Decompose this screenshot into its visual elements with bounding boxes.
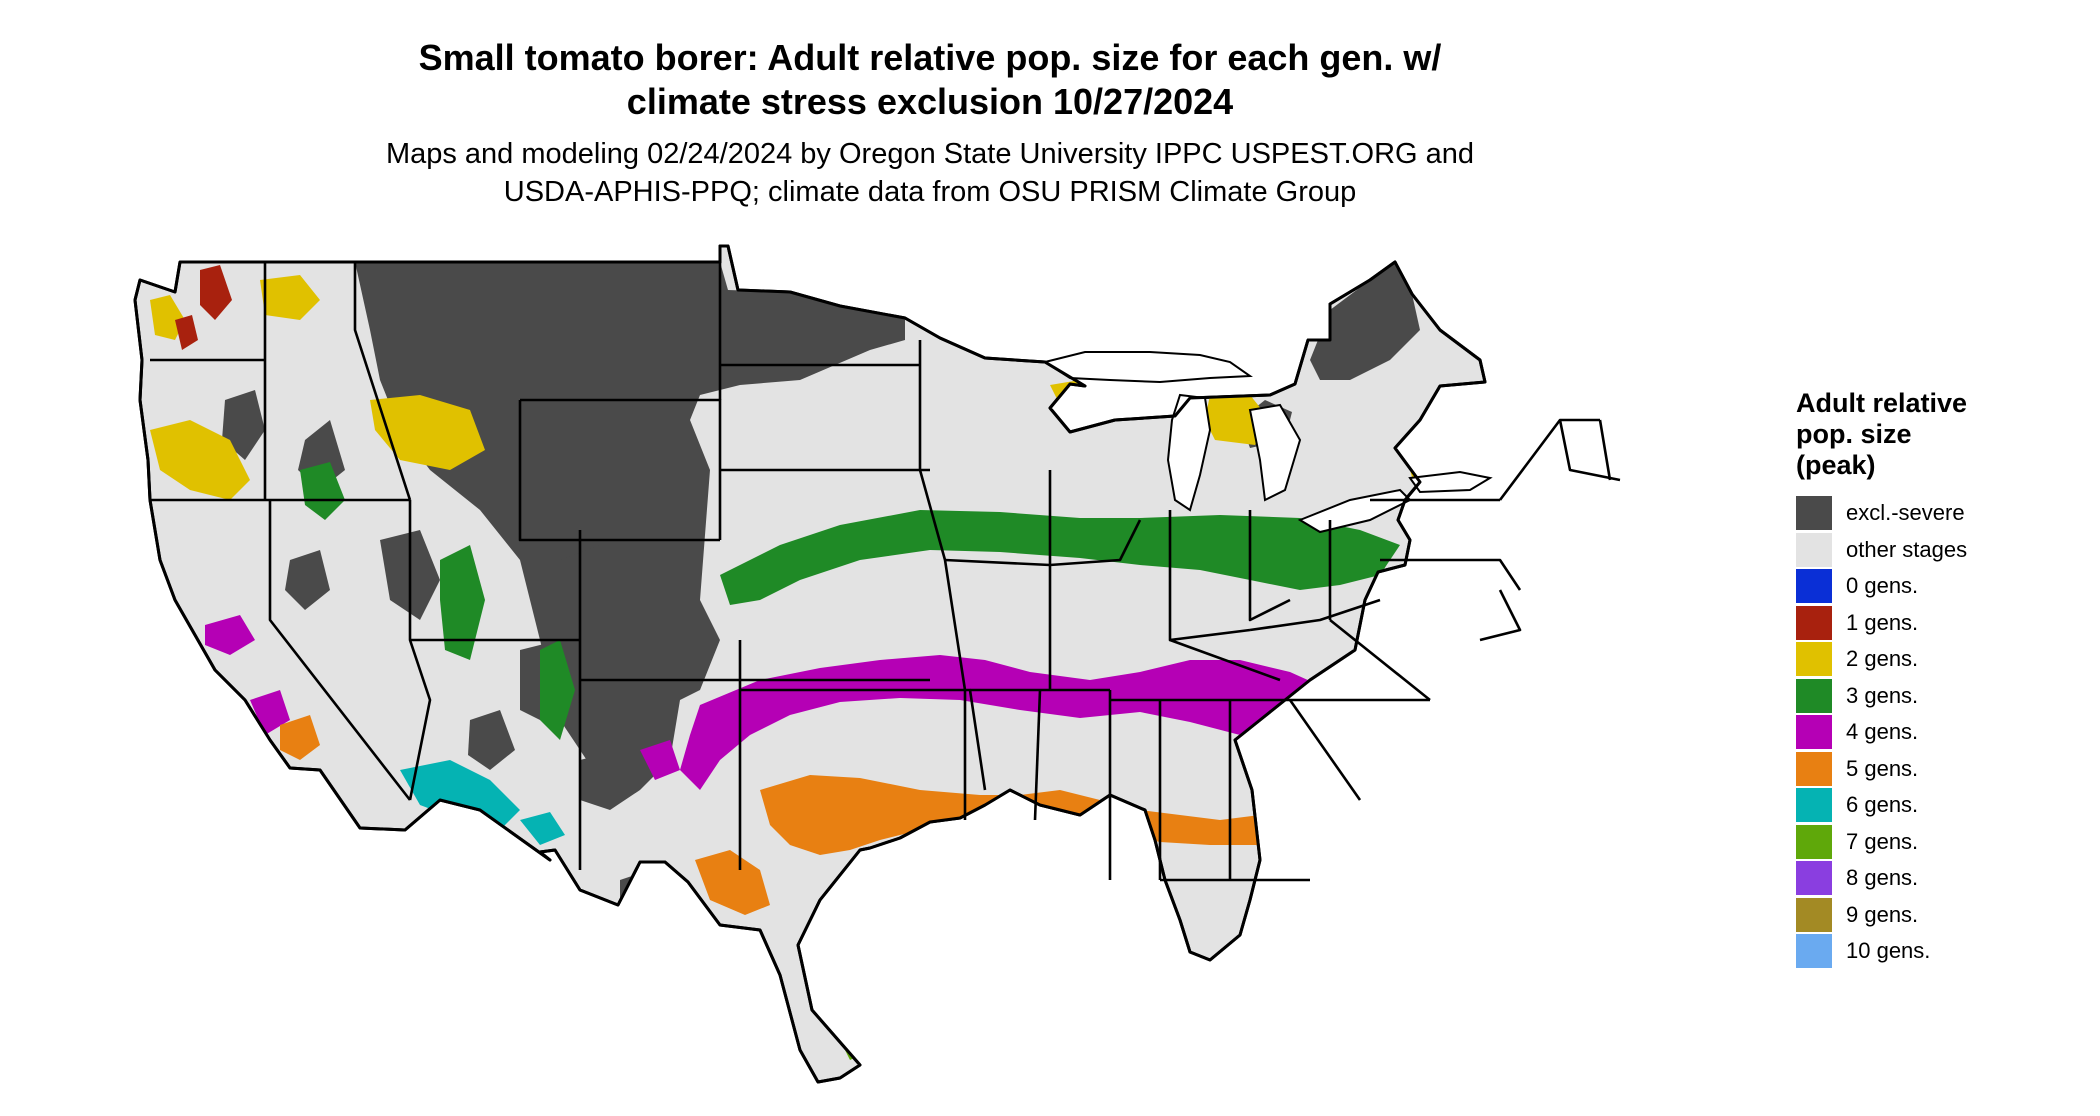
- legend-items: excl.-severe other stages 0 gens. 1 gens…: [1796, 495, 2076, 970]
- legend-item-8-gens: 8 gens.: [1796, 860, 2076, 897]
- legend-label: other stages: [1846, 536, 1968, 562]
- legend-swatch: [1796, 569, 1832, 604]
- zone-7-gens: [835, 1020, 1380, 1060]
- legend-item-4-gens: 4 gens.: [1796, 714, 2076, 751]
- us-outline: [133, 244, 1487, 1084]
- legend-swatch: [1796, 715, 1832, 750]
- legend-item-3-gens: 3 gens.: [1796, 678, 2076, 715]
- legend-swatch: [1796, 897, 1832, 932]
- legend-swatch: [1796, 824, 1832, 859]
- zone-3-gens: [300, 462, 1485, 740]
- legend-label: 1 gens.: [1846, 609, 1919, 635]
- legend-swatch: [1796, 678, 1832, 713]
- us-generations-map: [133, 244, 1621, 1110]
- map-title-line-2: climate stress exclusion 10/27/2024: [626, 81, 1234, 122]
- legend-swatch: [1796, 934, 1832, 969]
- map-title-line-1: Small tomato borer: Adult relative pop. …: [418, 37, 1442, 78]
- legend-item-6-gens: 6 gens.: [1796, 787, 2076, 824]
- great-lakes: [1042, 351, 1493, 534]
- legend-title: Adult relative pop. size (peak): [1796, 388, 2076, 481]
- legend-swatch: [1796, 642, 1832, 677]
- map-subtitle-line-1: Maps and modeling 02/24/2024 by Oregon S…: [385, 138, 1475, 170]
- legend-swatch: [1796, 751, 1832, 786]
- legend-swatch: [1796, 532, 1832, 567]
- legend-item-1-gens: 1 gens.: [1796, 605, 2076, 642]
- legend-swatch: [1796, 605, 1832, 640]
- legend-item-2-gens: 2 gens.: [1796, 641, 2076, 678]
- legend-swatch: [1796, 861, 1832, 896]
- legend-title-line-2: pop. size: [1796, 419, 1912, 449]
- legend-title-line-3: (peak): [1796, 450, 1876, 480]
- legend-item-0-gens: 0 gens.: [1796, 568, 2076, 605]
- legend-label: 0 gens.: [1846, 573, 1919, 599]
- legend-swatch: [1796, 496, 1832, 531]
- legend-label: 5 gens.: [1846, 755, 1919, 781]
- legend-label: 8 gens.: [1846, 865, 1919, 891]
- legend-swatch: [1796, 788, 1832, 823]
- legend-item-excl-severe: excl.-severe: [1796, 495, 2076, 532]
- legend-label: 9 gens.: [1846, 901, 1919, 927]
- zone-1-gens: [175, 265, 232, 350]
- map-subtitle-line-2: USDA-APHIS-PPQ; climate data from OSU PR…: [503, 176, 1357, 208]
- generation-zones: [150, 262, 1485, 1110]
- legend-label: 10 gens.: [1846, 938, 1931, 964]
- legend-item-other-stages: other stages: [1796, 532, 2076, 569]
- legend-item-5-gens: 5 gens.: [1796, 751, 2076, 788]
- legend-item-7-gens: 7 gens.: [1796, 824, 2076, 861]
- legend-label: 7 gens.: [1846, 828, 1919, 854]
- state-borders: [150, 262, 1621, 882]
- legend-item-10-gens: 10 gens.: [1796, 933, 2076, 970]
- zone-8-gens: [1320, 1096, 1352, 1110]
- legend-item-9-gens: 9 gens.: [1796, 897, 2076, 934]
- legend-title-line-1: Adult relative: [1796, 388, 1968, 418]
- legend-label: 4 gens.: [1846, 719, 1919, 745]
- legend-label: 2 gens.: [1846, 646, 1919, 672]
- legend-label: 3 gens.: [1846, 682, 1919, 708]
- legend: Adult relative pop. size (peak) excl.-se…: [1796, 388, 2076, 970]
- legend-label: excl.-severe: [1846, 500, 1965, 526]
- legend-label: 6 gens.: [1846, 792, 1919, 818]
